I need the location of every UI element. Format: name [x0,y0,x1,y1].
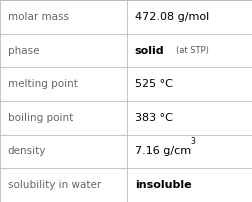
Text: molar mass: molar mass [8,12,69,22]
Text: boiling point: boiling point [8,113,73,123]
Text: density: density [8,146,46,157]
Text: 525 °C: 525 °C [135,79,173,89]
Text: 383 °C: 383 °C [135,113,173,123]
Text: solid: solid [135,45,165,56]
Text: 7.16 g/cm: 7.16 g/cm [135,146,191,157]
Text: solubility in water: solubility in water [8,180,101,190]
Text: 3: 3 [190,137,195,146]
Text: 472.08 g/mol: 472.08 g/mol [135,12,209,22]
Text: melting point: melting point [8,79,77,89]
Text: phase: phase [8,45,39,56]
Text: (at STP): (at STP) [176,46,209,55]
Text: insoluble: insoluble [135,180,192,190]
